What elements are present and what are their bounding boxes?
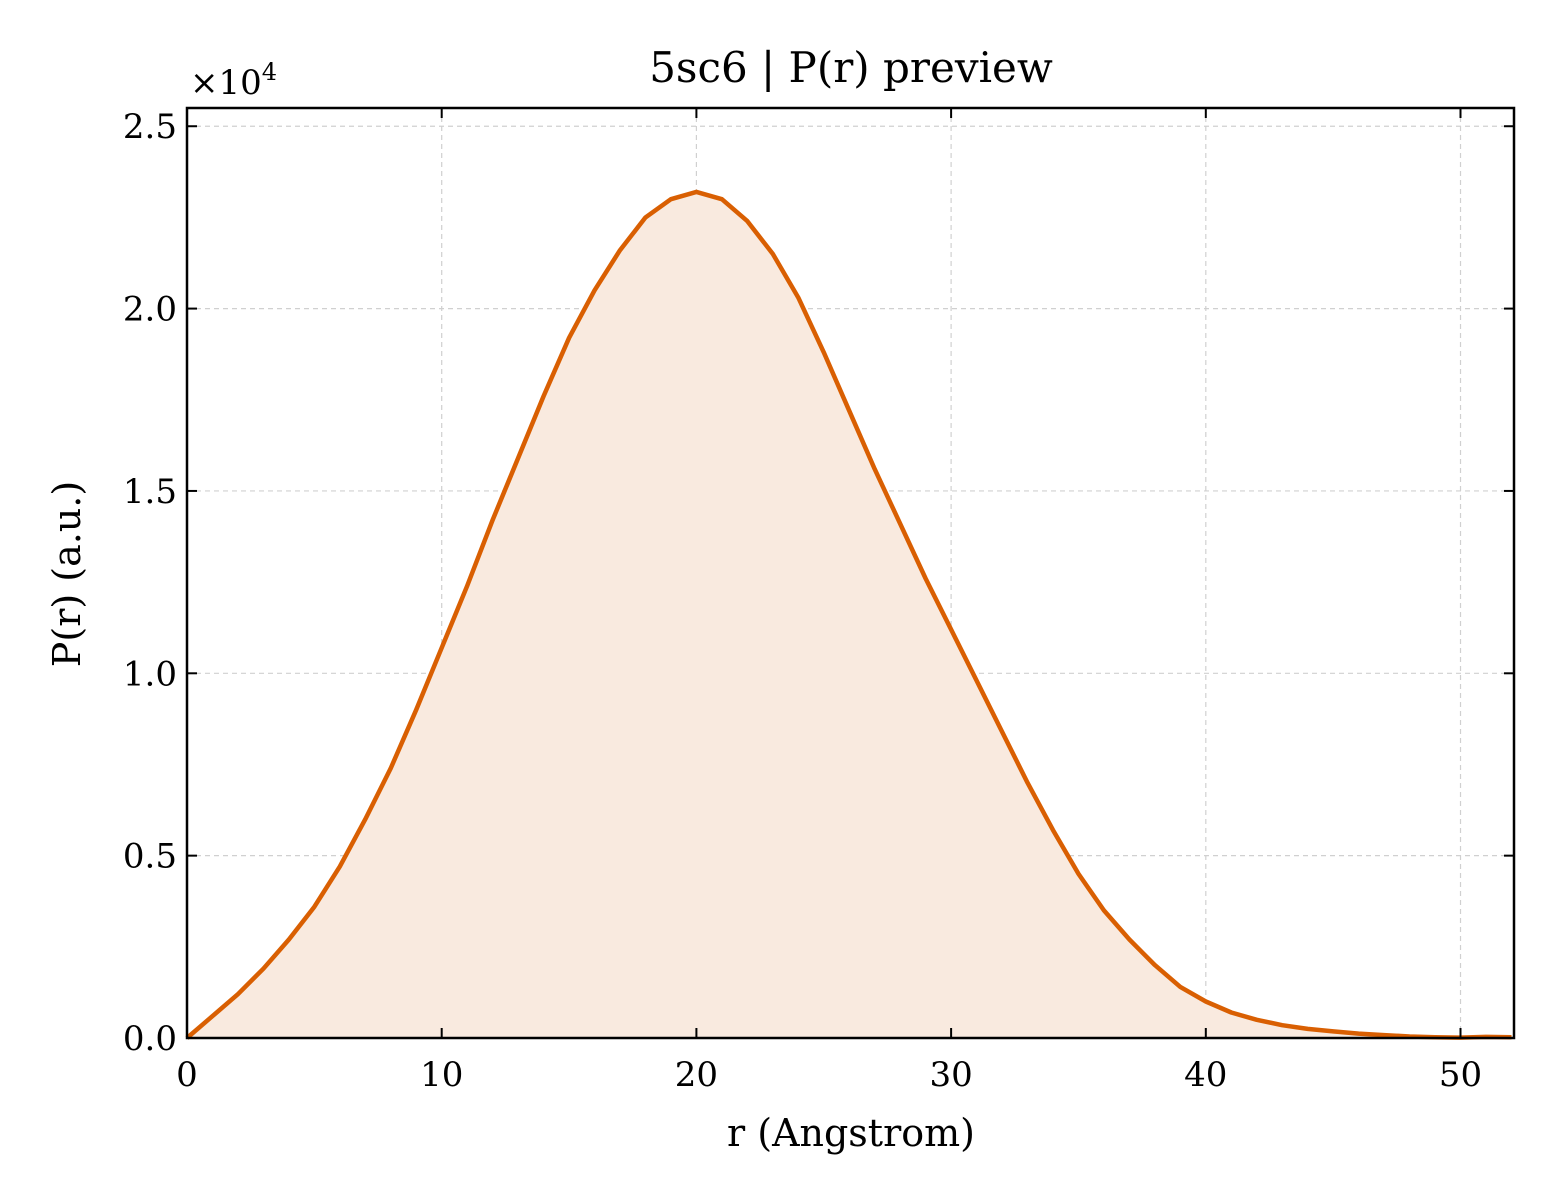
chart-title: 5sc6 | P(r) preview: [649, 43, 1053, 92]
y-tick-label: 2.5: [123, 107, 177, 147]
x-tick-label: 40: [1184, 1055, 1227, 1095]
x-tick-label: 20: [675, 1055, 718, 1095]
pr-area-fill: [187, 191, 1512, 1038]
x-axis-title: r (Angstrom): [727, 1111, 975, 1155]
y-tick-label: 1.5: [123, 472, 177, 512]
plot-frame: [185, 106, 1516, 1040]
y-tick-label: 2.0: [123, 290, 177, 330]
y-multiplier-exponent: 4: [262, 58, 277, 86]
y-tick-label: 1.0: [123, 654, 177, 694]
y-multiplier-base: ×10: [190, 63, 262, 103]
y-tick-label: 0.5: [123, 837, 177, 877]
pr-series-line: [185, 189, 1512, 1040]
x-tick-label: 10: [420, 1055, 463, 1095]
y-tick-label: 0.0: [123, 1019, 177, 1059]
x-tick-label: 0: [176, 1055, 198, 1095]
tick-layer: 0 10 20 30 40 50 0.0 0.5 1.0 1.5 2.0 2.5: [123, 107, 1514, 1095]
y-axis-multiplier: ×104: [190, 58, 277, 103]
y-axis-title: P(r) (a.u.): [45, 481, 89, 667]
x-tick-label: 50: [1439, 1055, 1482, 1095]
x-tick-label: 30: [929, 1055, 972, 1095]
